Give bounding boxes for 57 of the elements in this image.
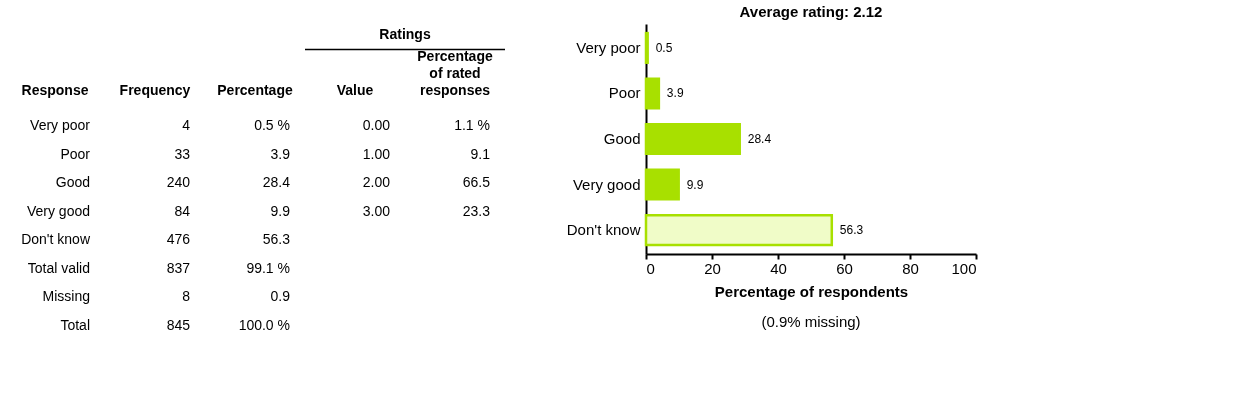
text: 0.00	[362, 117, 390, 134]
text: 99.1 %	[246, 259, 290, 276]
x-axis-title: Percentage of respondents	[714, 282, 909, 300]
chart-title: Average rating: 2.12	[739, 3, 883, 20]
y-tick-label: Very poor	[576, 38, 641, 56]
x-tick-label: 80	[902, 259, 919, 277]
text: 4	[182, 117, 190, 134]
text: 66.5	[462, 174, 490, 191]
data-label: 28.4	[747, 132, 772, 146]
category-label: Percentage of rated responses	[417, 47, 493, 98]
category-label: Value	[336, 81, 374, 98]
text: 0.5 %	[254, 117, 290, 134]
category-label: Percentage	[217, 81, 293, 98]
text: Total valid	[27, 259, 90, 276]
data-label: 9.9	[686, 177, 704, 192]
text: 28.4	[262, 174, 290, 191]
data-label: 56.3	[839, 223, 864, 238]
text: 240	[166, 174, 190, 191]
text: 2.00	[362, 174, 390, 191]
text: 837	[166, 259, 190, 276]
text: (0.9% missing)	[761, 313, 861, 330]
x-tick-label: 0	[646, 259, 655, 277]
x-tick-label: 20	[704, 259, 721, 277]
data-label: 0.5	[655, 40, 673, 55]
y-tick-label: Poor	[608, 84, 641, 102]
text: Good	[55, 174, 90, 191]
x-tick-label: 60	[836, 259, 853, 277]
text: Poor	[60, 145, 90, 162]
text: Don't know	[21, 231, 90, 248]
text: 100.0 %	[238, 316, 290, 333]
y-tick-label: Don't know	[566, 221, 641, 239]
text: 9.1	[470, 145, 490, 162]
text: 3.00	[362, 202, 390, 219]
text: Ratings	[379, 26, 431, 43]
text: 3.9	[270, 145, 290, 162]
text: 0.9	[270, 288, 290, 305]
text: 476	[166, 231, 190, 248]
y-tick-label: Very good	[572, 175, 641, 193]
text: 845	[166, 316, 190, 333]
x-tick-label: 40	[770, 259, 787, 277]
data-label: 3.9	[666, 86, 684, 101]
text: 8	[182, 288, 190, 305]
text: 1.1 %	[454, 117, 490, 134]
text: Very poor	[30, 117, 90, 134]
x-tick-label: 100	[951, 259, 977, 277]
text: 1.00	[362, 145, 390, 162]
category-label: Frequency	[119, 81, 191, 98]
text: 56.3	[262, 231, 290, 248]
text: 84	[174, 202, 190, 219]
text: Missing	[42, 288, 90, 305]
text: 23.3	[462, 202, 490, 219]
category-label: Response	[21, 81, 89, 98]
text: 9.9	[270, 202, 290, 219]
y-tick-label: Good	[603, 130, 641, 147]
text: Total	[60, 316, 90, 333]
text: Very good	[26, 202, 90, 219]
text: 33	[174, 145, 190, 162]
